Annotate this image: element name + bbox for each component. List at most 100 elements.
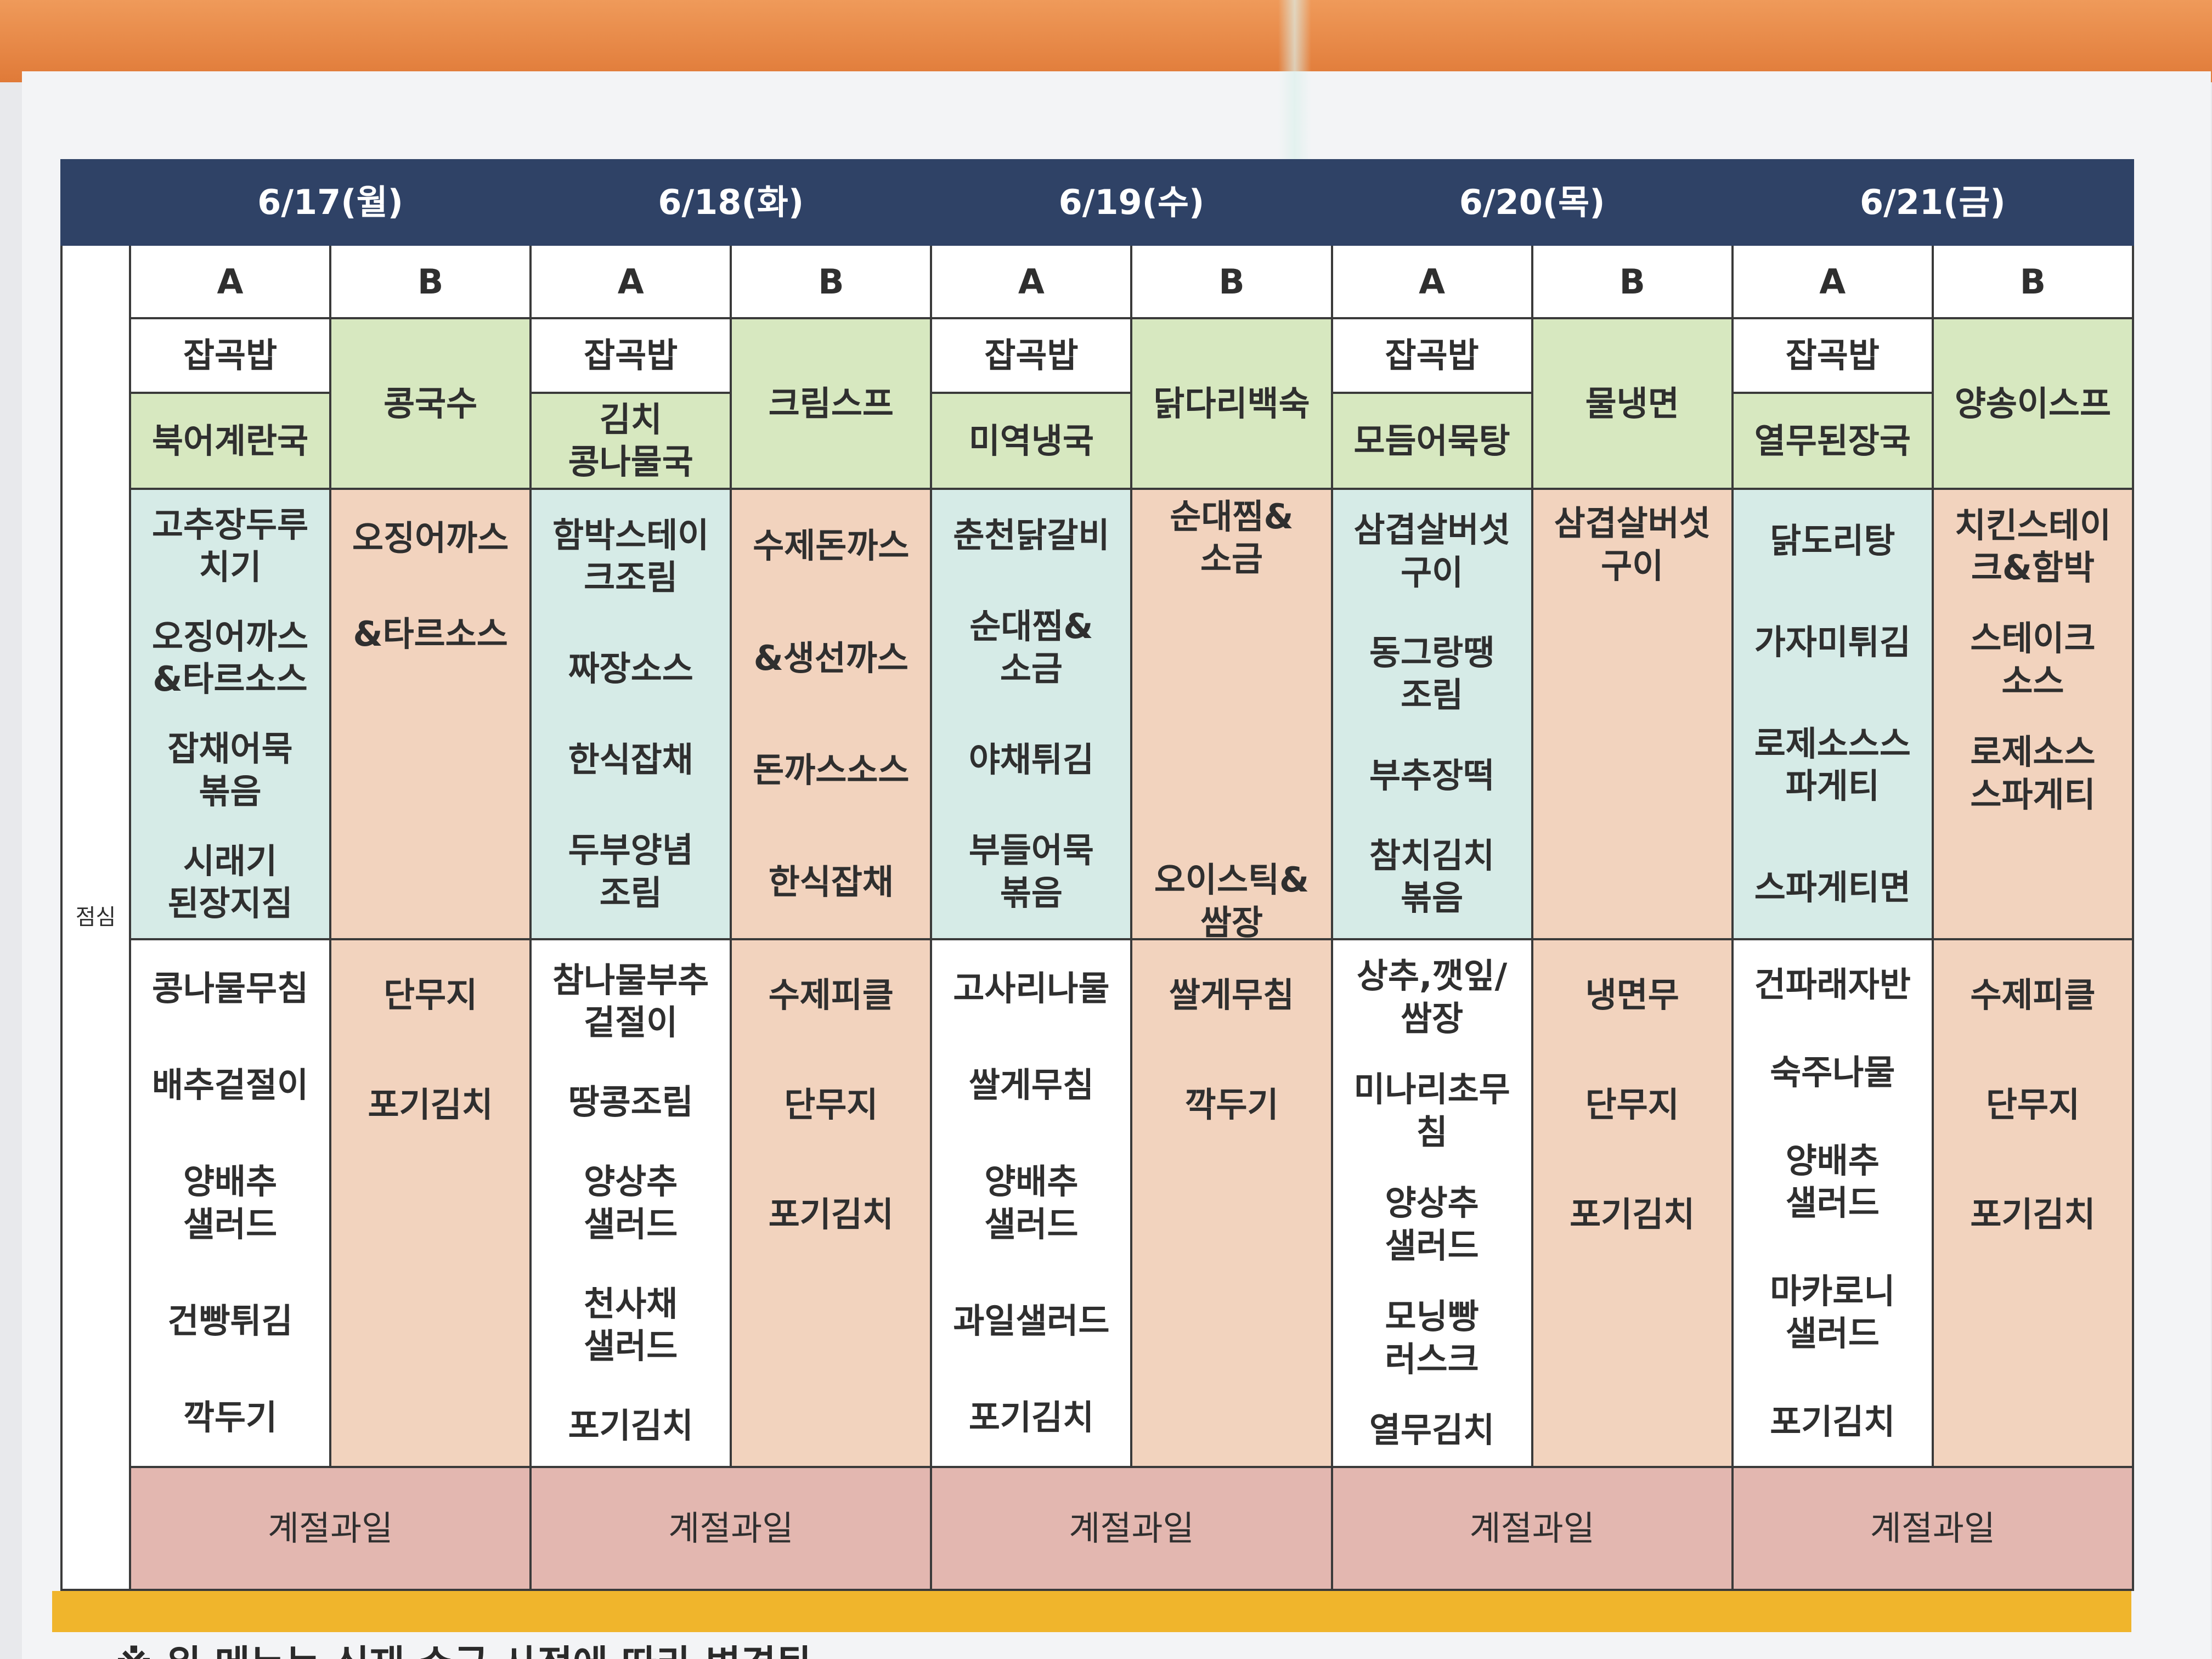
menu-item: 순대찜& 소금 (1170, 496, 1294, 579)
menu-item: 열무김치 (1369, 1410, 1495, 1451)
soup-cell: 모듬어묵탕 (1330, 391, 1533, 490)
menu-item: 포기김치 (768, 1194, 894, 1235)
menu-item: 과일샐러드 (953, 1300, 1110, 1341)
option-b-label: B (1931, 244, 2135, 320)
menu-item: 잡채어묵 볶음 (167, 729, 293, 811)
menu-item: 닭도리탕 (1770, 520, 1895, 561)
menu-item: 쌀게무침 (968, 1065, 1094, 1105)
menu-item: 포기김치 (1570, 1194, 1695, 1235)
day-header-fri: 6/21(금) (1731, 159, 2135, 246)
main-dish-row: 고추장두루 치기 오징어까스 &타르소스 잡채어묵 볶음 시래기 된장지짐 오징어까스… (61, 487, 2135, 941)
menu-item: 삼겹살버섯 구이 (1554, 503, 1711, 586)
menu-item: 로제소스 스파게티 (1970, 732, 2096, 815)
soup-cell: 물냉면 (1531, 317, 1734, 490)
soup-row: 북어계란국 김치 콩나물국 미역냉국 모듬어묵탕 열무된장국 (61, 391, 2133, 490)
menu-item: 함박스테이 크조림 (552, 515, 709, 598)
menu-item: 오징어까스 (352, 517, 509, 558)
menu-item: 천사채 샐러드 (584, 1283, 678, 1367)
soup-cell: 양송이스프 (1931, 317, 2135, 490)
option-a-label: A (1330, 244, 1533, 320)
menu-item: 포기김치 (368, 1085, 493, 1125)
menu-item: 배추겉절이 (151, 1065, 309, 1105)
soup-cell: 북어계란국 (128, 391, 332, 490)
menu-item: 부들어묵 볶음 (968, 830, 1094, 913)
menu-item: 스테이크 소스 (1970, 618, 2096, 701)
rice-cell: 잡곡밥 (529, 317, 732, 394)
side-dish-row: 콩나물무침 배추겉절이 양배추 샐러드 건빵튀김 깍두기 단무지 포기김치 참나물부추 겉… (61, 938, 2135, 1468)
menu-item: 양배추 샐러드 (984, 1161, 1079, 1244)
menu-item: 고추장두루 치기 (151, 504, 309, 588)
main-dish-cell: 수제돈까스 &생선까스 돈까스소스 한식잡채 (730, 487, 933, 941)
menu-item: 수제피클 (1970, 975, 2096, 1015)
menu-item: 쌀게무침 (1169, 975, 1295, 1015)
main-dish-cell: 춘천닭갈비 순대찜& 소금 야채튀김 부들어묵 볶음 (930, 487, 1133, 941)
menu-item: 미나리초무 침 (1353, 1069, 1510, 1152)
menu-item: 스파게티면 (1754, 867, 1911, 907)
menu-item: 한식잡채 (768, 862, 894, 902)
main-dish-cell: 삼겹살버섯 구이 동그랑땡 조림 부추장떡 참치김치 볶음 (1330, 487, 1533, 941)
soup-cell: 미역냉국 (930, 391, 1133, 490)
menu-item: &생선까스 (753, 637, 909, 678)
menu-item: 양상추 샐러드 (1385, 1183, 1479, 1266)
menu-item: 부추장떡 (1369, 755, 1495, 795)
main-dish-cell: 치킨스테이 크&함박 스테이크 소스 로제소스 스파게티 (1931, 487, 2135, 941)
side-dish-cell: 수제피클 단무지 포기김치 (1931, 938, 2135, 1468)
menu-item: 건빵튀김 (167, 1300, 293, 1341)
menu-item: 포기김치 (1970, 1194, 2096, 1235)
menu-item: 상추,깻잎/ 쌈장 (1356, 956, 1508, 1039)
menu-item: 삼겹살버섯 구이 (1353, 510, 1510, 592)
fruit-cell: 계절과일 (529, 1465, 933, 1592)
menu-item: 모닝빵 러스크 (1385, 1296, 1479, 1379)
option-b-label: B (1130, 244, 1333, 320)
rice-cell: 잡곡밥 (128, 317, 332, 394)
menu-item: 숙주나물 (1770, 1052, 1895, 1093)
day-header-row: 6/17(월) 6/18(화) 6/19(수) 6/20(목) 6/21(금) (60, 159, 2135, 246)
main-dish-cell: 순대찜& 소금 오이스틱& 쌈장 (1130, 487, 1333, 941)
menu-item: 한식잡채 (568, 739, 693, 780)
option-b-label: B (329, 244, 532, 320)
menu-item: 양배추 샐러드 (1785, 1140, 1880, 1223)
menu-item: 돈까스소스 (753, 749, 910, 790)
option-b-label: B (730, 244, 933, 320)
side-dish-cell: 냉면무 단무지 포기김치 (1531, 938, 1734, 1468)
ab-row: 점심 A B A B A B A B A B (60, 244, 2135, 1591)
menu-item: 오징어까스 &타르소스 (151, 616, 309, 699)
main-dish-cell: 닭도리탕 가자미튀김 로제소스스 파게티 스파게티면 (1731, 487, 1934, 941)
menu-item: 포기김치 (968, 1397, 1094, 1437)
day-header-mon: 6/17(월) (128, 159, 532, 246)
meal-label: 점심 (60, 244, 131, 1591)
option-a-label: A (1731, 244, 1934, 320)
menu-item: 양배추 샐러드 (183, 1161, 278, 1244)
corner-cell (60, 159, 131, 246)
option-b-label: B (1531, 244, 1734, 320)
weekly-menu-table: 6/17(월) 6/18(화) 6/19(수) 6/20(목) 6/21(금) … (60, 159, 2135, 1592)
side-dish-cell: 수제피클 단무지 포기김치 (730, 938, 933, 1468)
soup-cell: 크림스프 (730, 317, 933, 490)
menu-item: 양상추 샐러드 (584, 1161, 678, 1244)
rice-cell: 잡곡밥 (1731, 317, 1934, 394)
menu-item: 단무지 (1585, 1085, 1679, 1125)
light-glare (1278, 0, 1311, 181)
menu-item: 포기김치 (1770, 1401, 1895, 1442)
fruit-cell: 계절과일 (1330, 1465, 1734, 1592)
menu-item: 단무지 (784, 1085, 878, 1125)
menu-item: 마카로니 샐러드 (1770, 1271, 1895, 1354)
day-header-tue: 6/18(화) (529, 159, 933, 246)
side-dish-cell: 참나물부추 겉절이 땅콩조림 양상추 샐러드 천사채 샐러드 포기김치 (529, 938, 732, 1468)
menu-item: 깍두기 (1184, 1085, 1279, 1125)
menu-item: 참나물부추 겉절이 (552, 960, 709, 1043)
menu-item: 건파래자반 (1754, 964, 1911, 1005)
menu-item: 로제소스스 파게티 (1754, 723, 1911, 806)
menu-item: 콩나물무침 (151, 968, 309, 1009)
rice-cell: 잡곡밥 (1330, 317, 1533, 394)
menu-item: 두부양념 조림 (568, 830, 693, 913)
menu-item: 깍두기 (183, 1397, 278, 1437)
menu-item: 고사리나물 (953, 968, 1110, 1009)
fruit-cell: 계절과일 (1731, 1465, 2135, 1592)
menu-item: 동그랑땡 조림 (1369, 632, 1495, 715)
soup-cell: 열무된장국 (1731, 391, 1934, 490)
day-header-wed: 6/19(수) (930, 159, 1333, 246)
